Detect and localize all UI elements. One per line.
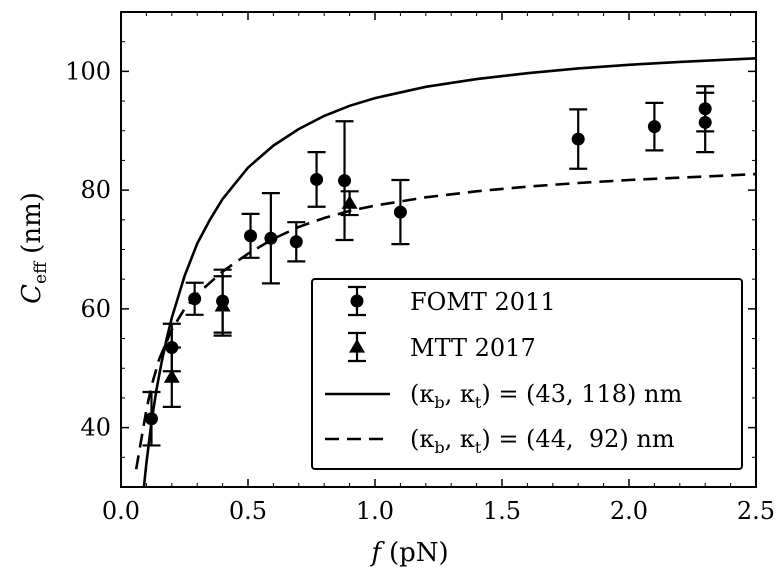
legend-markers [325, 285, 390, 441]
x-tick-labels: 0.0 0.5 1.0 1.5 2.0 2.5 [102, 497, 775, 525]
legend: FOMT 2011 MTT 2017 (κb, κt) = (43, 118) … [311, 278, 743, 470]
legend-marker-circle [350, 294, 364, 308]
y-tick-label: 40 [80, 414, 111, 442]
data-point-mtt-2017 [214, 297, 231, 312]
legend-label-solid: (κb, κt) = (43, 118) nm [410, 380, 682, 412]
plot-frame [120, 11, 757, 488]
data-point-fomt-2011 [144, 412, 158, 426]
legend-label-mtt: MTT 2017 [410, 334, 536, 362]
y-tick-label: 80 [80, 176, 111, 204]
legend-label-fomt: FOMT 2011 [410, 288, 556, 316]
legend-box [311, 278, 743, 470]
model-curve-solid [142, 57, 756, 487]
x-axis-label: f (pN) [369, 538, 448, 568]
data-point-fomt-2011 [698, 115, 712, 129]
data-point-fomt-2011 [393, 205, 407, 219]
data-point-fomt-2011 [244, 229, 258, 243]
x-tick-label: 0.5 [229, 497, 267, 525]
x-tick-label: 0.0 [102, 497, 140, 525]
data-point-fomt-2011 [647, 120, 661, 134]
x-tick-label: 1.5 [483, 497, 521, 525]
y-tick-label: 60 [80, 295, 111, 323]
y-tick-label: 100 [65, 57, 111, 85]
x-tick-label: 1.0 [356, 497, 394, 525]
data-points [142, 85, 715, 447]
data-point-fomt-2011 [571, 132, 585, 146]
x-tick-label: 2.5 [737, 497, 775, 525]
y-axis-label: Ceff(nm) [17, 192, 51, 304]
data-point-fomt-2011 [289, 235, 303, 249]
data-point-mtt-2017 [341, 195, 358, 209]
data-point-fomt-2011 [264, 231, 278, 245]
x-tick-label: 2.0 [610, 497, 648, 525]
y-tick-labels: 40 60 80 100 [65, 57, 111, 441]
data-point-fomt-2011 [188, 292, 202, 306]
model-curve-dashed [134, 172, 756, 470]
legend-label-dashed: (κb, κt) = (44, 92) nm [410, 425, 675, 457]
data-point-mtt-2017 [163, 369, 180, 383]
data-point-fomt-2011 [338, 174, 352, 188]
data-point-fomt-2011 [310, 172, 324, 186]
model-curves [134, 57, 756, 487]
legend-marker-triangle [349, 339, 365, 353]
